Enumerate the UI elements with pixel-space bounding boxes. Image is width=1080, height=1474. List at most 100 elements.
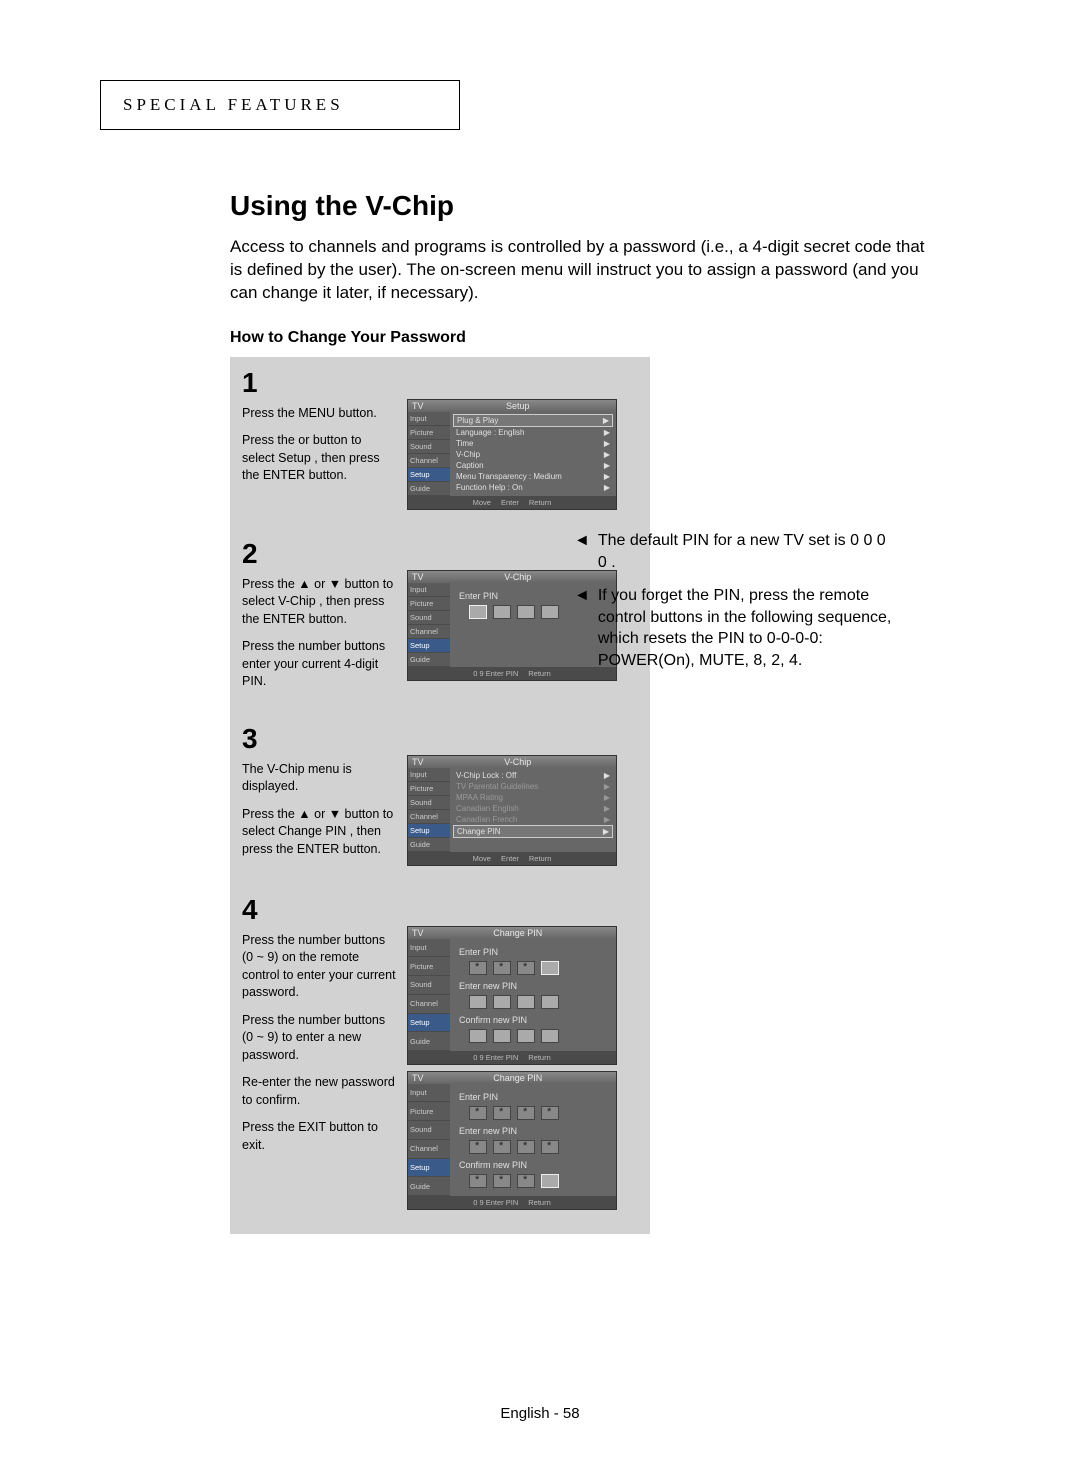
osd-row-label: Plug & Play bbox=[457, 416, 498, 425]
osd-pin-cell bbox=[541, 1029, 559, 1043]
osd-side-item: Guide bbox=[408, 653, 450, 667]
osd-side-item: Channel bbox=[408, 454, 450, 468]
osd-pin-cell bbox=[517, 1174, 535, 1188]
note-1: ◄ The default PIN for a new TV set is 0 … bbox=[574, 530, 894, 573]
osd-row-label: Canadian French bbox=[456, 815, 517, 824]
chevron-right-icon: ▶ bbox=[604, 472, 610, 481]
step-paragraph: Press the ▲ or ▼ button to select Change… bbox=[242, 806, 397, 859]
osd-footer-item: Move bbox=[473, 854, 491, 863]
step-paragraph: Re-enter the new password to confirm. bbox=[242, 1074, 397, 1109]
osd-side-item: Channel bbox=[408, 810, 450, 824]
osd-pin-cell bbox=[541, 1174, 559, 1188]
step-paragraph: Press the number buttons enter your curr… bbox=[242, 638, 397, 691]
osd-pin-cell bbox=[493, 1106, 511, 1120]
step-osd-col: TVChange PINInputPictureSoundChannelSetu… bbox=[407, 926, 617, 1216]
osd-menu-row: TV Parental Guidelines ▶ bbox=[453, 781, 613, 792]
page-title: Using the V-Chip bbox=[230, 190, 940, 222]
page-footer: English - 58 bbox=[0, 1405, 1080, 1422]
step-paragraph: Press the ▲ or ▼ button to select V-Chip… bbox=[242, 576, 397, 629]
osd-side-item: Guide bbox=[408, 482, 450, 496]
osd-pin-cell bbox=[493, 1174, 511, 1188]
osd-row-label: V-Chip bbox=[456, 450, 480, 459]
osd-menu-row: Time ▶ bbox=[453, 438, 613, 449]
osd-pin-cell bbox=[493, 1029, 511, 1043]
chevron-right-icon: ▶ bbox=[604, 815, 610, 824]
osd-footer-item: Enter bbox=[501, 854, 519, 863]
chevron-right-icon: ▶ bbox=[604, 461, 610, 470]
osd-side-item: Picture bbox=[408, 782, 450, 796]
osd-pin-boxes bbox=[469, 1106, 613, 1120]
osd-side-item: Guide bbox=[408, 838, 450, 852]
section-header: SPECIAL FEATURES bbox=[100, 80, 460, 130]
osd-pin-cell bbox=[541, 1140, 559, 1154]
osd-side-item: Setup bbox=[408, 639, 450, 653]
osd-screenshot: TVSetupInputPictureSoundChannelSetupGuid… bbox=[407, 399, 617, 510]
osd-pin-label: Enter new PIN bbox=[459, 981, 613, 991]
step-text: Press the MENU button.Press the or butto… bbox=[242, 399, 397, 516]
osd-menu-row: Change PIN ▶ bbox=[453, 825, 613, 838]
step-text: Press the ▲ or ▼ button to select V-Chip… bbox=[242, 570, 397, 701]
osd-row-label: TV Parental Guidelines bbox=[456, 782, 538, 791]
osd-menu-row: MPAA Rating ▶ bbox=[453, 792, 613, 803]
osd-row-label: Time bbox=[456, 439, 473, 448]
osd-menu-row: V-Chip ▶ bbox=[453, 449, 613, 460]
step-paragraph: Press the MENU button. bbox=[242, 405, 397, 423]
osd-side-item: Channel bbox=[408, 625, 450, 639]
osd-footer-item: Move bbox=[473, 498, 491, 507]
osd-pin-cell bbox=[469, 1029, 487, 1043]
chevron-right-icon: ▶ bbox=[603, 416, 609, 425]
chevron-right-icon: ▶ bbox=[604, 793, 610, 802]
osd-side-item: Setup bbox=[408, 1014, 450, 1033]
osd-pin-cell bbox=[517, 1106, 535, 1120]
osd-footer-item: 0 9 Enter PIN bbox=[473, 1053, 518, 1062]
note-2: ◄ If you forget the PIN, press the remot… bbox=[574, 585, 894, 671]
step: 3The V-Chip menu is displayed.Press the … bbox=[242, 723, 638, 872]
osd-footer-item: Return bbox=[529, 854, 552, 863]
osd-side-item: Channel bbox=[408, 995, 450, 1014]
triangle-left-icon: ◄ bbox=[574, 530, 590, 573]
side-notes: ◄ The default PIN for a new TV set is 0 … bbox=[574, 530, 894, 684]
osd-pin-label: Enter PIN bbox=[459, 1092, 613, 1102]
osd-side-item: Guide bbox=[408, 1177, 450, 1196]
osd-row-label: Function Help : On bbox=[456, 483, 523, 492]
osd-title-left: TV bbox=[412, 572, 424, 582]
osd-footer: Move Enter Return bbox=[408, 852, 616, 865]
osd-footer-item: Enter bbox=[501, 498, 519, 507]
osd-pin-boxes bbox=[469, 1029, 613, 1043]
osd-pin-boxes bbox=[469, 995, 613, 1009]
chevron-right-icon: ▶ bbox=[604, 771, 610, 780]
osd-screenshot: TVV-ChipInputPictureSoundChannelSetupGui… bbox=[407, 755, 617, 866]
subheading: How to Change Your Password bbox=[230, 329, 940, 347]
chevron-right-icon: ▶ bbox=[604, 450, 610, 459]
osd-side-item: Setup bbox=[408, 824, 450, 838]
triangle-left-icon: ◄ bbox=[574, 585, 590, 671]
step-paragraph: Press the number buttons (0 ~ 9) on the … bbox=[242, 932, 397, 1002]
osd-main: Enter PINEnter new PINConfirm new PIN bbox=[450, 939, 616, 1051]
osd-pin-label: Enter PIN bbox=[459, 947, 613, 957]
osd-title-left: TV bbox=[412, 1073, 424, 1083]
osd-title-center: Change PIN bbox=[424, 928, 612, 938]
osd-menu-row: Canadian English ▶ bbox=[453, 803, 613, 814]
step-number: 2 bbox=[242, 538, 272, 570]
osd-side-item: Sound bbox=[408, 611, 450, 625]
osd-footer-item: 0 9 Enter PIN bbox=[473, 669, 518, 678]
osd-pin-cell bbox=[517, 1140, 535, 1154]
step-number: 4 bbox=[242, 894, 272, 926]
osd-menu-row: Canadian French ▶ bbox=[453, 814, 613, 825]
osd-row-label: MPAA Rating bbox=[456, 793, 503, 802]
osd-pin-cell bbox=[469, 1106, 487, 1120]
osd-main: Enter PINEnter new PINConfirm new PIN bbox=[450, 1084, 616, 1196]
osd-main: Plug & Play ▶Language : English▶Time ▶V-… bbox=[450, 412, 616, 496]
osd-side-item: Input bbox=[408, 768, 450, 782]
osd-side-item: Guide bbox=[408, 1032, 450, 1051]
steps-panel: 1Press the MENU button.Press the or butt… bbox=[230, 357, 650, 1234]
osd-side-item: Picture bbox=[408, 597, 450, 611]
osd-pin-cell bbox=[493, 961, 511, 975]
osd-main: V-Chip Lock : Off▶TV Parental Guidelines… bbox=[450, 768, 616, 852]
step-osd-col: TVV-ChipInputPictureSoundChannelSetupGui… bbox=[407, 755, 617, 872]
osd-pin-cell bbox=[541, 1106, 559, 1120]
chevron-right-icon: ▶ bbox=[604, 483, 610, 492]
osd-row-label: Caption bbox=[456, 461, 484, 470]
osd-pin-label: Confirm new PIN bbox=[459, 1160, 613, 1170]
osd-pin-cell bbox=[469, 1140, 487, 1154]
